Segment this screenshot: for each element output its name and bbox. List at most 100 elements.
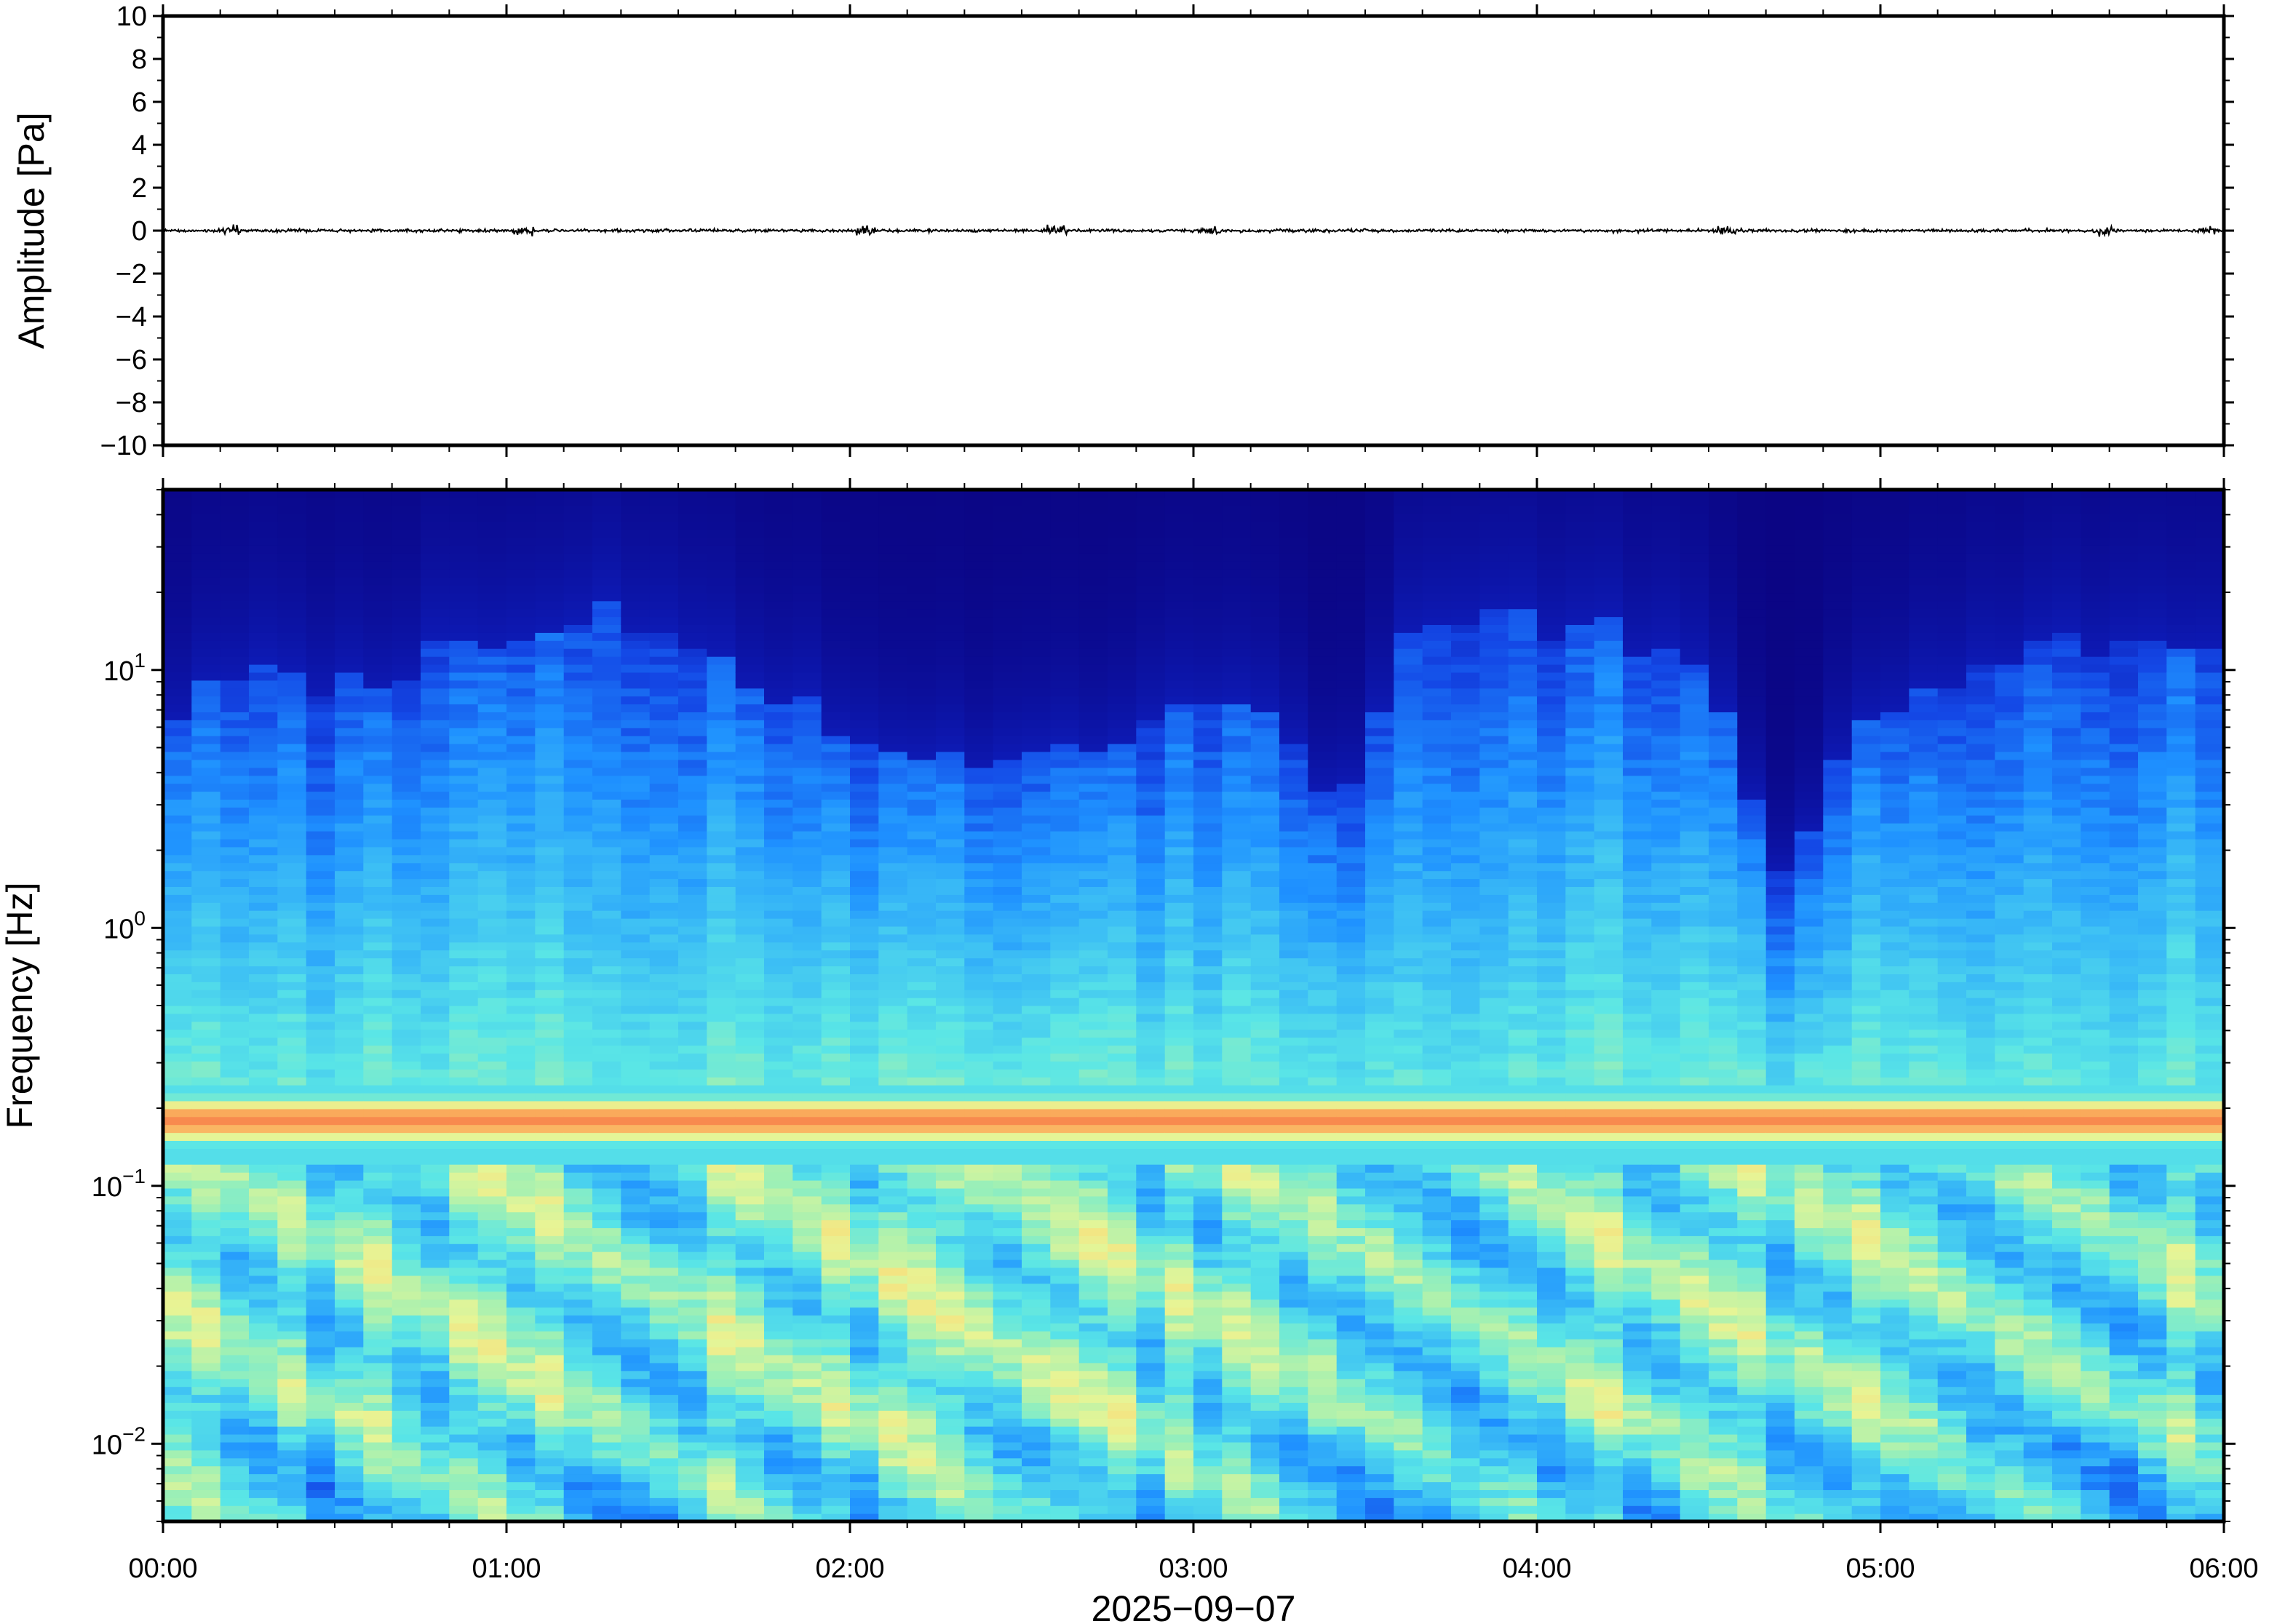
- spectrogram-cell: [592, 1386, 621, 1396]
- spectrogram-cell: [936, 1347, 965, 1356]
- spectrogram-cell: [907, 902, 937, 911]
- spectrogram-cell: [191, 1108, 221, 1118]
- spectrogram-cell: [191, 1315, 221, 1324]
- spectrogram-cell: [764, 1394, 793, 1403]
- spectrogram-cell: [792, 1362, 822, 1372]
- spectrogram-cell: [163, 1513, 192, 1522]
- spectrogram-cell: [821, 1347, 851, 1356]
- spectrogram-cell: [449, 1029, 479, 1038]
- spectrogram-cell: [335, 1394, 364, 1403]
- spectrogram-cell: [1164, 775, 1194, 784]
- spectrogram-cell: [592, 1481, 621, 1490]
- spectrogram-cell: [707, 1124, 736, 1134]
- spectrogram-cell: [191, 632, 221, 641]
- spectrogram-cell: [1164, 600, 1194, 610]
- spectrogram-cell: [392, 870, 421, 880]
- spectrogram-cell: [850, 1354, 879, 1364]
- spectrogram-cell: [1222, 1339, 1252, 1348]
- spectrogram-cell: [907, 1100, 937, 1110]
- spectrogram-cell: [535, 1410, 565, 1419]
- spectrogram-cell: [1050, 1489, 1080, 1498]
- spectrogram-cell: [335, 1013, 364, 1022]
- spectrogram-cell: [1108, 1441, 1137, 1451]
- spectrogram-cell: [1193, 712, 1223, 720]
- spectrogram-cell: [821, 1100, 851, 1110]
- spectrogram-cell: [1078, 1354, 1108, 1364]
- spectrogram-cell: [506, 1386, 536, 1396]
- spectrogram-cell: [1222, 1497, 1252, 1506]
- spectrogram-cell: [735, 1299, 765, 1308]
- spectrogram-cell: [191, 1402, 221, 1411]
- spectrogram-cell: [449, 799, 479, 808]
- spectrogram-cell: [306, 1053, 335, 1062]
- spectrogram-cell: [850, 1116, 879, 1126]
- spectrogram-cell: [563, 958, 593, 967]
- spectrogram-cell: [1078, 505, 1108, 514]
- spectrogram-cell: [707, 1069, 736, 1078]
- spectrogram-cell: [850, 870, 879, 880]
- spectrogram-cell: [220, 1378, 250, 1388]
- spectrogram-cell: [249, 886, 278, 895]
- spectrogram-cell: [1222, 1259, 1252, 1268]
- spectrogram-cell: [563, 1481, 593, 1490]
- spectrogram-cell: [449, 846, 479, 856]
- spectrogram-cell: [850, 600, 879, 610]
- spectrogram-cell: [621, 958, 651, 967]
- spectrogram-cell: [1108, 1505, 1137, 1514]
- spectrogram-cell: [821, 1124, 851, 1134]
- spectrogram-cell: [592, 846, 621, 856]
- spectrogram-cell: [821, 1156, 851, 1165]
- spectrogram-cell: [764, 958, 793, 967]
- spectrogram-cell: [764, 894, 793, 903]
- spectrogram-cell: [363, 728, 393, 736]
- spectrogram-cell: [506, 846, 536, 856]
- spectrogram-cell: [850, 1045, 879, 1054]
- spectrogram-cell: [535, 1243, 565, 1252]
- spectrogram-cell: [421, 1323, 450, 1332]
- spectrogram-cell: [1078, 1418, 1108, 1427]
- spectrogram-cell: [878, 1299, 908, 1308]
- spectrogram-cell: [449, 1323, 479, 1332]
- spectrogram-cell: [1022, 616, 1051, 625]
- spectrogram-cell: [964, 624, 994, 633]
- spectrogram-cell: [649, 1132, 679, 1141]
- spectrogram-cell: [1050, 1069, 1080, 1078]
- spectrogram-cell: [850, 1481, 879, 1490]
- spectrogram-cell: [1050, 704, 1080, 712]
- spectrogram-cell: [1078, 823, 1108, 832]
- spectrogram-cell: [821, 1187, 851, 1197]
- spectrogram-cell: [506, 1307, 536, 1315]
- spectrogram-cell: [563, 497, 593, 506]
- spectrogram-cell: [993, 672, 1022, 681]
- spectrogram-cell: [449, 1354, 479, 1364]
- spectrogram-cell: [392, 1370, 421, 1380]
- spectrogram-cell: [592, 1449, 621, 1459]
- spectrogram-cell: [249, 958, 278, 967]
- spectrogram-cell: [249, 490, 278, 498]
- spectrogram-cell: [421, 545, 450, 554]
- spectrogram-cell: [1164, 1299, 1194, 1308]
- spectrogram-cell: [707, 1457, 736, 1467]
- spectrogram-cell: [592, 529, 621, 538]
- spectrogram-cell: [277, 870, 307, 880]
- spectrogram-cell: [477, 1449, 507, 1459]
- spectrogram-cell: [535, 854, 565, 864]
- spectrogram-cell: [621, 1029, 651, 1038]
- spectrogram-cell: [993, 759, 1022, 768]
- spectrogram-cell: [363, 926, 393, 935]
- spectrogram-cell: [563, 752, 593, 760]
- spectrogram-cell: [563, 1116, 593, 1126]
- spectrogram-cell: [220, 1013, 250, 1022]
- spectrogram-cell: [335, 823, 364, 832]
- spectrogram-cell: [1050, 616, 1080, 625]
- spectrogram-cell: [535, 1203, 565, 1213]
- spectrogram-cell: [421, 624, 450, 633]
- spectrogram-cell: [764, 1489, 793, 1498]
- spectrogram-cell: [220, 513, 250, 522]
- spectrogram-cell: [592, 990, 621, 998]
- spectrogram-cell: [249, 815, 278, 824]
- spectrogram-cell: [392, 1013, 421, 1022]
- spectrogram-cell: [1164, 1449, 1194, 1459]
- spectrogram-cell: [678, 1386, 707, 1396]
- spectrogram-cell: [592, 1211, 621, 1221]
